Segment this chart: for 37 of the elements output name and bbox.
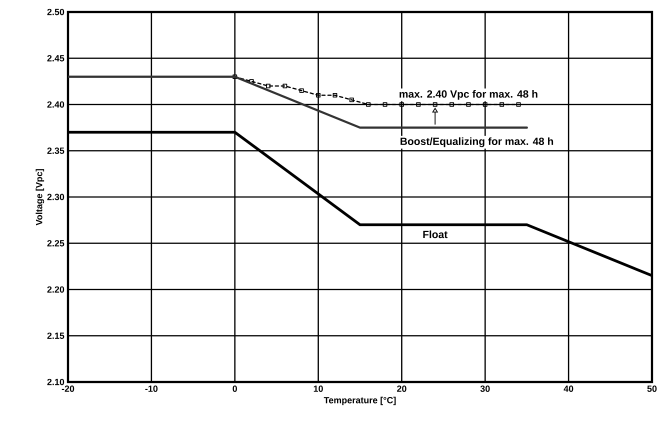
point xyxy=(332,92,338,98)
point xyxy=(482,102,488,107)
x-tick-label: -20 xyxy=(62,386,74,392)
x-tick-label: -10 xyxy=(145,386,158,392)
x-tick-label: 0 xyxy=(232,386,237,392)
y-tick-label: 2.10 xyxy=(47,378,64,386)
y-tick-label: 2.20 xyxy=(47,286,64,293)
series-label: max. 2.40 Vpc for max. 48 h xyxy=(400,90,538,100)
x-axis-title: Temperature [°C] xyxy=(324,396,396,406)
y-tick-label: 2.35 xyxy=(47,148,64,154)
x-tick-label: 30 xyxy=(480,386,490,392)
x-tick-label: 20 xyxy=(397,386,406,392)
point xyxy=(282,84,288,88)
point xyxy=(416,102,421,107)
x-tick-label: 50 xyxy=(647,386,657,392)
point xyxy=(500,102,504,107)
point xyxy=(450,102,454,107)
point xyxy=(266,84,270,88)
series-label: Float xyxy=(423,230,448,238)
point xyxy=(516,102,521,107)
point xyxy=(349,98,354,102)
point xyxy=(466,102,471,107)
y-tick-label: 2.30 xyxy=(47,194,64,200)
y-tick-label: 2.25 xyxy=(47,240,64,246)
point xyxy=(316,92,321,98)
point xyxy=(382,102,388,107)
series-label: Boost/Equalizing for max. 48 h xyxy=(400,137,554,148)
x-tick-label: 40 xyxy=(564,386,574,392)
point xyxy=(399,102,404,107)
y-tick-label: 2.15 xyxy=(47,332,64,339)
x-tick-label: 10 xyxy=(314,386,323,392)
y-tick-label: 2.45 xyxy=(47,55,64,62)
y-tick-label: 2.50 xyxy=(47,8,64,16)
point xyxy=(366,102,371,107)
point xyxy=(299,88,304,93)
y-axis-title: Voltage [Vpc] xyxy=(36,169,44,226)
y-tick-label: 2.40 xyxy=(47,101,64,108)
